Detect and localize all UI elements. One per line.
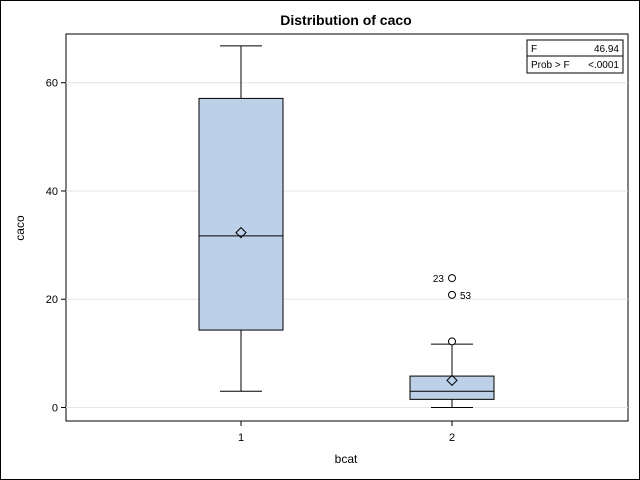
y-tick-label: 40 bbox=[46, 186, 58, 198]
outlier-label: 23 bbox=[433, 274, 445, 285]
x-tick-label: 1 bbox=[238, 432, 244, 444]
stat-p-label: Prob > F bbox=[531, 60, 570, 71]
outlier-point bbox=[448, 337, 456, 346]
chart-title: Distribution of caco bbox=[280, 12, 411, 28]
mean-marker bbox=[235, 226, 247, 239]
grid-lines bbox=[66, 82, 628, 408]
y-axis-label: caco bbox=[13, 215, 27, 241]
outlier-label: 53 bbox=[460, 291, 472, 302]
stat-f-value: 46.94 bbox=[594, 44, 619, 55]
y-tick-label: 20 bbox=[46, 294, 58, 306]
outlier-point bbox=[448, 274, 456, 283]
mean-marker bbox=[446, 374, 458, 387]
box-group-1 bbox=[198, 45, 284, 392]
stat-p-value: <.0001 bbox=[588, 60, 619, 71]
y-tick-label: 0 bbox=[52, 402, 58, 414]
stats-inset: F 46.94 Prob > F <.0001 bbox=[526, 39, 624, 74]
iqr-box bbox=[198, 97, 284, 331]
x-tick-label: 2 bbox=[449, 432, 455, 444]
outlier-point bbox=[448, 290, 456, 299]
boxes: 53 23 bbox=[198, 45, 495, 408]
box-group-2: 53 23 bbox=[409, 274, 495, 408]
y-tick-label: 60 bbox=[46, 78, 58, 90]
stat-f-label: F bbox=[531, 44, 537, 55]
iqr-box bbox=[409, 375, 495, 400]
axes: 0 20 40 60 1 2 bbox=[46, 78, 455, 444]
plot-area bbox=[65, 33, 629, 422]
x-axis-label: bcat bbox=[335, 452, 358, 466]
